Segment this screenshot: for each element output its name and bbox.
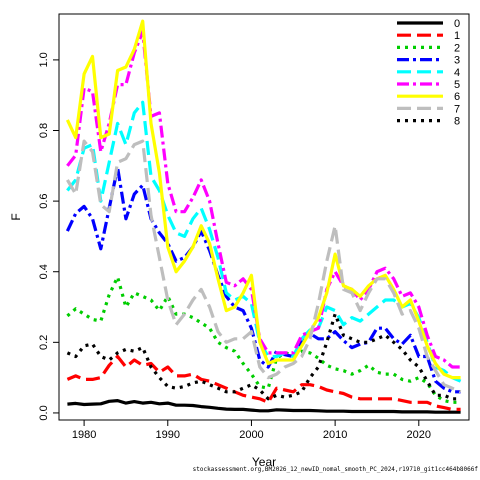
y-axis-title: F — [9, 213, 23, 220]
legend-label-0: 0 — [454, 18, 460, 30]
y-tick-label: 0.2 — [38, 335, 50, 350]
source-footnote: stockassessment.org,BM2026_12_newID_noma… — [192, 466, 478, 473]
legend-label-4: 4 — [454, 67, 460, 79]
legend-label-2: 2 — [454, 42, 460, 54]
legend-label-1: 1 — [454, 30, 460, 42]
legend-label-5: 5 — [454, 79, 460, 91]
x-axis: 1980 1990 2000 2010 2020 — [72, 420, 431, 441]
series-line-8 — [66, 312, 461, 401]
series-line-3 — [65, 166, 461, 394]
y-tick-label: 0.0 — [38, 405, 50, 420]
x-tick-label: 2010 — [323, 429, 347, 441]
x-tick-label: 2000 — [239, 429, 263, 441]
series-layer — [65, 19, 462, 414]
series-line-1 — [66, 354, 461, 411]
legend-label-3: 3 — [454, 55, 460, 67]
legend-label-8: 8 — [454, 116, 460, 128]
y-tick-label: 0.4 — [38, 264, 50, 279]
legend-label-7: 7 — [454, 103, 460, 115]
series-line-2 — [66, 275, 461, 404]
y-tick-label: 1.0 — [38, 52, 50, 67]
legend-label-6: 6 — [454, 91, 460, 103]
series-line-7 — [66, 139, 462, 394]
series-line-0 — [67, 399, 461, 414]
y-tick-label: 0.6 — [38, 193, 50, 208]
y-tick-label: 0.8 — [38, 123, 50, 138]
plot-frame — [58, 13, 470, 421]
x-axis-title: Year — [252, 455, 276, 469]
x-tick-label: 1980 — [72, 429, 96, 441]
y-axis: 0.0 0.2 0.4 0.6 0.8 1.0 — [38, 52, 59, 421]
series-line-5 — [66, 30, 461, 369]
x-tick-label: 1990 — [156, 429, 180, 441]
x-tick-label: 2020 — [407, 429, 431, 441]
